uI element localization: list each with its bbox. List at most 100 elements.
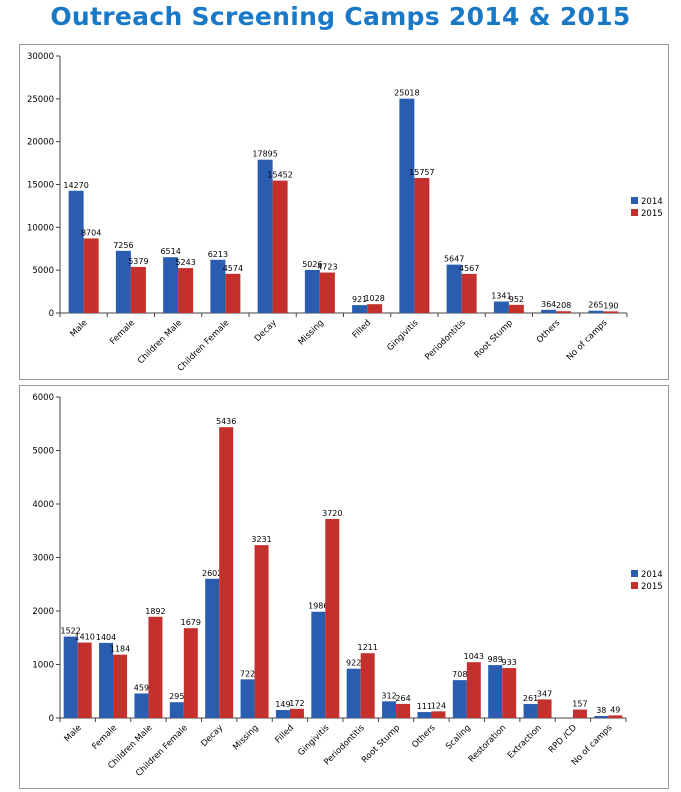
y-tick-label: 3000 [32, 554, 54, 564]
x-tick-label-male: Male [68, 318, 89, 339]
y-tick-label: 5000 [32, 447, 54, 457]
bar-2014-filled [352, 305, 368, 313]
data-label-2015-no-of-camps: 190 [603, 301, 618, 310]
data-label-2014-root-stump: 1341 [491, 292, 511, 301]
bar-2015-decay [219, 427, 234, 718]
data-label-2015-children-male: 1892 [145, 607, 165, 616]
y-tick-label: 25000 [27, 95, 54, 105]
data-label-2015-periodontitis: 4567 [459, 264, 479, 273]
x-tick-label-female: Female [90, 723, 119, 752]
data-label-2014-female: 1404 [96, 633, 116, 642]
legend-label-2015: 2015 [641, 582, 663, 592]
data-label-2014-gingivitis: 25018 [394, 89, 419, 98]
data-label-2015-gingivitis: 15757 [409, 168, 434, 177]
bar-2015-restoration [502, 668, 517, 718]
bar-2015-others [556, 311, 572, 313]
y-tick-label: 2000 [32, 607, 54, 617]
legend-swatch-2015 [631, 582, 638, 589]
y-tick-label: 0 [49, 714, 54, 724]
bar-2015-children-male [148, 616, 163, 718]
data-label-2014-others: 364 [541, 300, 556, 309]
bar-2014-female [115, 250, 131, 313]
bar-2014-children-female [210, 259, 226, 313]
bar-2014-others [417, 712, 432, 718]
legend-swatch-2014 [631, 570, 638, 577]
data-label-2014-filled: 149 [275, 700, 290, 709]
data-label-2015-no-of-camps: 49 [610, 705, 620, 714]
bar-2015-periodontitis [360, 653, 375, 718]
data-label-2014-children-female: 295 [169, 692, 184, 701]
data-label-2014-extraction: 261 [523, 694, 538, 703]
data-label-2015-missing: 3231 [251, 535, 271, 544]
data-label-2015-periodontitis: 1211 [358, 643, 378, 652]
data-label-2015-gingivitis: 3720 [322, 509, 342, 518]
chart-panel-top: 0 5000 10000 15000 20000 25000 30000 14270 8704 M… [19, 44, 669, 380]
y-tick-label: 15000 [27, 181, 54, 191]
bar-2015-scaling [466, 662, 481, 718]
x-tick-label-missing: Missing [297, 318, 326, 347]
data-label-2014-filled: 921 [352, 295, 367, 304]
data-label-2015-children-female: 4574 [223, 264, 243, 273]
data-label-2015-missing: 4723 [317, 263, 337, 272]
data-label-2014-missing: 722 [240, 669, 255, 678]
x-tick-label-children-female: Children Female [176, 318, 232, 374]
bar-2014-male [68, 190, 84, 313]
bar-2015-gingivitis [325, 518, 340, 718]
data-label-2015-root-stump: 264 [395, 694, 410, 703]
x-tick-label-extraction: Extraction [506, 723, 544, 761]
bar-2014-scaling [452, 680, 467, 718]
bar-2014-root-stump [493, 301, 509, 313]
bar-2015-female [130, 266, 146, 313]
data-label-2014-male: 14270 [63, 181, 88, 190]
bar-2014-extraction [523, 704, 538, 718]
bar-2015-rpd-cd [572, 709, 587, 718]
data-label-2015-male: 1410 [75, 633, 95, 642]
bar-2015-decay [272, 180, 288, 313]
x-tick-label-others: Others [410, 723, 438, 751]
bar-2014-missing [304, 269, 320, 313]
data-label-2015-children-female: 1679 [181, 618, 201, 627]
data-label-2014-root-stump: 312 [381, 691, 396, 700]
data-label-2014-scaling: 708 [452, 670, 467, 679]
bar-2015-children-female [225, 273, 241, 313]
bar-2014-decay [205, 578, 220, 718]
data-label-2015-extraction: 347 [537, 689, 552, 698]
bar-2015-female [113, 654, 128, 718]
bar-2014-no-of-camps [588, 310, 604, 313]
data-label-2014-male: 1522 [61, 627, 81, 636]
data-label-2014-children-female: 6213 [208, 250, 228, 259]
data-label-2014-periodontitis: 5647 [444, 255, 464, 264]
data-label-2014-female: 7256 [113, 241, 133, 250]
x-tick-label-male: Male [62, 723, 83, 744]
data-label-2014-decay: 2602 [202, 569, 222, 578]
data-label-2015-female: 5379 [128, 257, 148, 266]
bar-2014-root-stump [382, 701, 397, 718]
bar-2015-filled [289, 708, 304, 718]
data-label-2014-missing: 5026 [302, 260, 322, 269]
bar-chart-top: 0 5000 10000 15000 20000 25000 30000 14270 8704 M… [27, 52, 663, 374]
x-tick-label-female: Female [108, 318, 137, 347]
bar-2014-periodontitis [446, 264, 462, 313]
data-label-2015-decay: 5436 [216, 417, 236, 426]
y-tick-label: 6000 [32, 393, 54, 403]
data-label-2015-others: 208 [556, 301, 571, 310]
data-label-2014-no-of-camps: 265 [588, 301, 603, 310]
y-tick-label: 30000 [27, 52, 54, 62]
bar-2014-others [541, 309, 557, 313]
data-label-2015-root-stump: 952 [509, 295, 524, 304]
legend-swatch-2015 [631, 209, 638, 216]
y-tick-label: 4000 [32, 500, 54, 510]
x-tick-label-decay: Decay [199, 723, 225, 749]
bar-2014-children-male [134, 693, 149, 718]
bar-2015-others [431, 711, 446, 718]
data-label-2014-gingivitis: 1986 [308, 602, 328, 611]
bar-2014-decay [257, 159, 273, 313]
x-tick-label-rpd-cd: RPD /CD [547, 723, 580, 756]
data-label-2014-periodontitis: 922 [346, 659, 361, 668]
bar-2015-male [83, 238, 99, 313]
bar-2015-missing [319, 272, 335, 313]
legend-label-2014: 2014 [641, 570, 663, 580]
y-tick-label: 20000 [27, 138, 54, 148]
bar-2015-missing [254, 545, 269, 718]
